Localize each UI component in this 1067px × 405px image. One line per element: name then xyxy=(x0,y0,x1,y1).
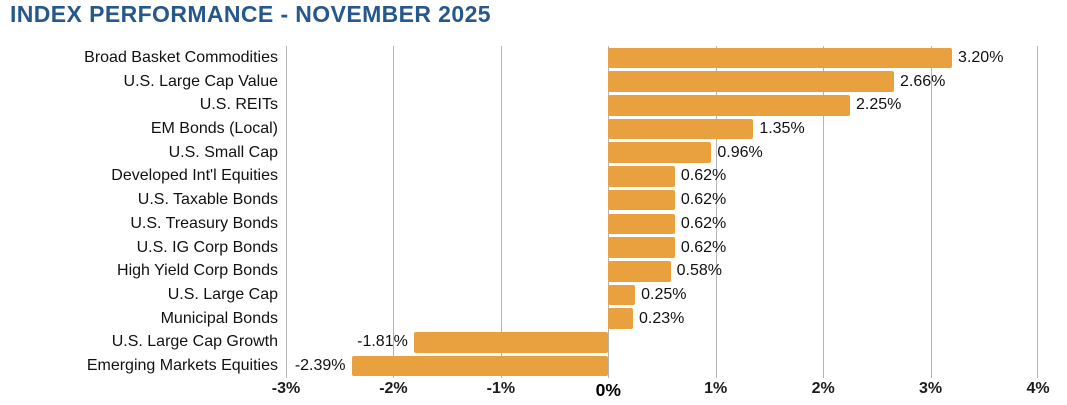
category-label: EM Bonds (Local) xyxy=(150,119,278,137)
gridline xyxy=(608,46,610,378)
value-label: 0.62% xyxy=(680,214,727,232)
x-tick-label: 3% xyxy=(919,380,943,397)
category-label: U.S. REITs xyxy=(199,96,278,114)
x-tick-label: -1% xyxy=(486,380,516,397)
x-tick-label: 0% xyxy=(595,380,621,400)
gridline xyxy=(286,46,287,378)
category-label: U.S. Taxable Bonds xyxy=(137,191,278,209)
value-label: -1.81% xyxy=(357,333,408,351)
x-tick-label: -2% xyxy=(379,380,408,397)
bar xyxy=(608,237,675,258)
value-label: -2.39% xyxy=(294,357,346,375)
bar xyxy=(608,308,633,330)
gridline xyxy=(715,46,717,378)
category-label: U.S. Large Cap Value xyxy=(123,72,278,90)
gridline xyxy=(393,46,395,378)
gridline xyxy=(1037,46,1038,378)
category-axis: Broad Basket Commodities U.S. Large Cap V… xyxy=(0,46,278,378)
bar xyxy=(413,332,609,353)
category-label: U.S. Large Cap xyxy=(167,285,278,303)
value-label: 0.23% xyxy=(638,309,685,327)
value-label: 1.35% xyxy=(759,119,805,137)
gridline xyxy=(930,46,932,378)
plot-area: 3.20% 2.66% 2.25% 1.35% 0.96% 0.62% 0.62% 0.62%… xyxy=(286,46,1038,378)
category-label: U.S. Treasury Bonds xyxy=(130,214,278,232)
category-label: Emerging Markets Equities xyxy=(86,357,278,375)
bar xyxy=(351,355,609,377)
category-label: Developed Int'l Equities xyxy=(111,167,278,185)
value-label: 0.62% xyxy=(680,191,727,209)
bar xyxy=(608,189,675,211)
category-label: Municipal Bonds xyxy=(160,309,278,327)
page-title: INDEX PERFORMANCE - NOVEMBER 2025 xyxy=(10,1,491,27)
bar xyxy=(608,260,671,282)
bar xyxy=(608,118,754,140)
bar xyxy=(608,94,850,116)
value-label: 2.25% xyxy=(856,96,902,114)
category-label: High Yield Corp Bonds xyxy=(117,262,278,280)
gridline xyxy=(823,46,825,378)
x-axis: -3% -2% -1% 0% 1% 2% 3% 4% xyxy=(272,380,1050,404)
value-label: 0.96% xyxy=(717,143,763,161)
bar xyxy=(608,166,675,187)
x-tick-label: -3% xyxy=(271,380,301,397)
bar xyxy=(608,142,712,164)
category-label: U.S. Large Cap Growth xyxy=(111,333,278,351)
value-label: 0.25% xyxy=(641,285,687,303)
category-label: Broad Basket Commodities xyxy=(84,48,278,66)
value-label: 0.62% xyxy=(680,238,727,256)
bar xyxy=(608,284,636,306)
bar xyxy=(608,71,895,92)
bar xyxy=(608,47,953,69)
x-tick-label: 2% xyxy=(811,380,835,397)
bar xyxy=(608,213,675,235)
category-label: U.S. IG Corp Bonds xyxy=(136,238,278,256)
value-label: 0.58% xyxy=(676,262,722,280)
gridline xyxy=(500,46,502,378)
value-label: 2.66% xyxy=(900,72,946,90)
value-label: 3.20% xyxy=(958,48,1004,66)
x-tick-label: 4% xyxy=(1026,380,1050,397)
value-label: 0.62% xyxy=(680,167,727,185)
x-tick-label: 1% xyxy=(704,380,728,397)
category-label: U.S. Small Cap xyxy=(168,143,278,161)
